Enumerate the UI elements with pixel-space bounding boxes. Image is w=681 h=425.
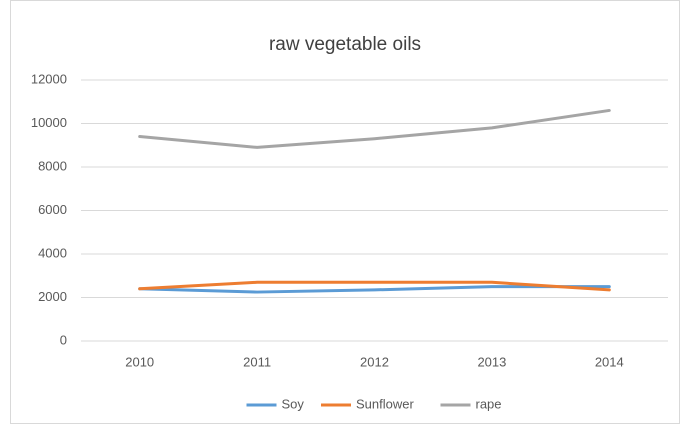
series-line [138, 280, 611, 292]
legend-label: Soy [282, 396, 305, 411]
series-line [138, 108, 611, 149]
legend-label: Sunflower [356, 396, 414, 411]
y-tick-label: 8000 [38, 158, 67, 173]
y-tick-label: 4000 [38, 245, 67, 260]
y-tick-label: 12000 [31, 71, 67, 86]
x-tick-label: 2012 [360, 354, 389, 369]
x-tick-label: 2011 [243, 354, 271, 369]
x-tick-label: 2013 [477, 354, 506, 369]
y-tick-label: 0 [60, 332, 67, 347]
x-tick-label: 2014 [595, 354, 624, 369]
chart-title: raw vegetable oils [269, 34, 421, 55]
chart-frame [10, 0, 680, 424]
y-tick-label: 10000 [31, 115, 67, 130]
y-tick-label: 6000 [38, 202, 67, 217]
legend-label: rape [476, 396, 502, 411]
y-tick-label: 2000 [38, 289, 67, 304]
series-line [138, 285, 611, 294]
x-tick-label: 2010 [125, 354, 154, 369]
